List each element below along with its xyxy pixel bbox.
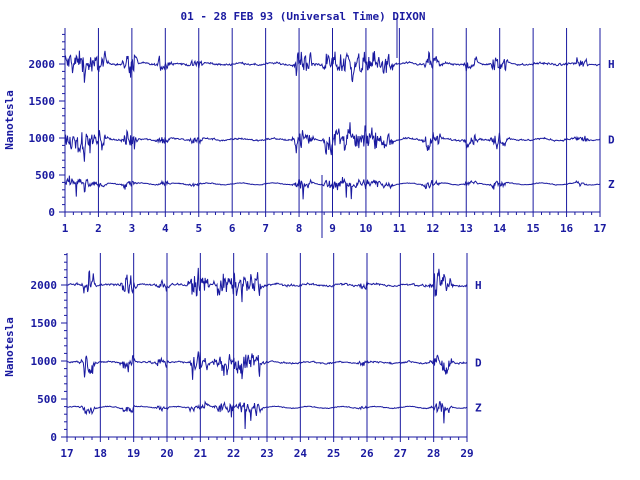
series-label-h: H (475, 279, 482, 292)
y-tick-label: 500 (37, 393, 57, 406)
x-tick-label: 10 (359, 222, 372, 235)
series-label-d: D (475, 357, 482, 370)
series-trace-h (64, 50, 600, 83)
x-tick-label: 29 (460, 447, 473, 460)
x-tick-label: 26 (360, 447, 374, 460)
panel-top: 1 2 3 4 5 6 7 8 9 10 11 12 13 14 15 16 17050010001500200… (29, 18, 615, 238)
x-tick-label: 22 (227, 447, 240, 460)
x-tick-label: 17 (593, 222, 606, 235)
x-tick-label: 12 (426, 222, 439, 235)
series-trace-d (64, 122, 601, 162)
x-tick-label: 6 (229, 222, 236, 235)
x-tick-label: 1 (62, 222, 69, 235)
x-tick-label: 23 (260, 447, 273, 460)
y-axis-label-top: Nanotesla (3, 90, 16, 150)
y-tick-label: 1500 (29, 95, 56, 108)
x-tick-label: 24 (294, 447, 308, 460)
y-tick-label: 1000 (29, 132, 56, 145)
y-tick-label: 2000 (29, 58, 56, 71)
x-tick-label: 13 (460, 222, 473, 235)
x-tick-label: 5 (195, 222, 202, 235)
x-tick-label: 9 (329, 222, 336, 235)
x-tick-label: 8 (296, 222, 303, 235)
x-tick-label: 14 (493, 222, 507, 235)
x-tick-label: 11 (393, 222, 407, 235)
x-tick-label: 2 (95, 222, 102, 235)
x-tick-label: 18 (94, 447, 107, 460)
x-tick-label: 28 (427, 447, 440, 460)
series-trace-d (66, 351, 468, 380)
y-tick-label: 0 (48, 206, 55, 219)
series-label-h: H (608, 58, 615, 71)
x-tick-label: 25 (327, 447, 340, 460)
x-tick-label: 16 (560, 222, 574, 235)
x-tick-label: 27 (394, 447, 407, 460)
series-label-d: D (608, 133, 615, 146)
y-tick-label: 1500 (31, 317, 58, 330)
series-trace-z (64, 175, 601, 200)
y-axis-label-bottom: Nanotesla (3, 317, 16, 377)
chart-title: 01 - 28 FEB 93 (Universal Time) DIXON (180, 10, 425, 23)
panel-bottom: 17 18 19 20 21 22 23 24 25 26 27 28 29 0 500 1000 1500 20… (31, 253, 482, 460)
series-label-z: Z (475, 401, 482, 414)
x-tick-label: 7 (262, 222, 269, 235)
x-tick-label: 21 (194, 447, 208, 460)
x-tick-label: 19 (127, 447, 140, 460)
y-tick-label: 0 (50, 431, 57, 444)
series-label-z: Z (608, 178, 615, 191)
x-tick-label: 4 (162, 222, 169, 235)
x-tick-label: 20 (160, 447, 173, 460)
x-tick-label: 17 (60, 447, 73, 460)
y-tick-label: 500 (35, 169, 55, 182)
series-trace-z (66, 400, 468, 430)
y-tick-label: 1000 (31, 355, 58, 368)
series-trace-h (66, 267, 468, 303)
x-tick-label: 15 (527, 222, 540, 235)
x-tick-label: 3 (129, 222, 136, 235)
y-tick-label: 2000 (31, 279, 58, 292)
